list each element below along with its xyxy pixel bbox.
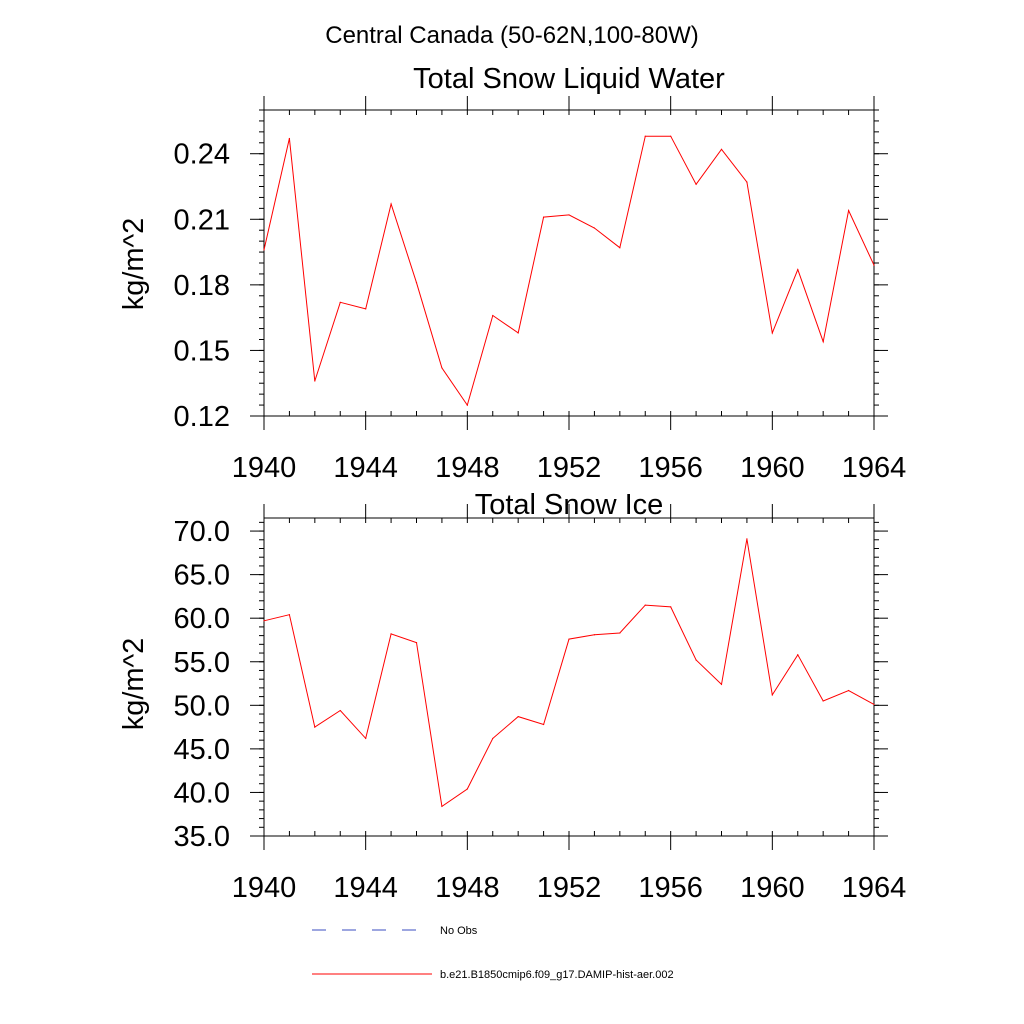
data-point: [746, 181, 748, 183]
data-point: [797, 654, 799, 656]
data-point: [873, 703, 875, 706]
data-point: [466, 404, 468, 406]
data-point: [314, 726, 316, 728]
y-tick-label: 0.24: [174, 139, 230, 171]
y-tick-label: 60.0: [174, 603, 230, 635]
data-point: [365, 737, 367, 740]
y-tick-label: 50.0: [174, 690, 230, 722]
data-point: [619, 632, 621, 634]
series-line: [263, 538, 875, 808]
data-point: [695, 183, 697, 185]
data-point: [670, 135, 672, 137]
data-point: [415, 282, 418, 284]
y-tick-label: 35.0: [174, 821, 230, 853]
x-tick-label: 1944: [333, 872, 398, 904]
y-axis-label: kg/m^2: [118, 218, 150, 311]
x-tick-label: 1948: [435, 452, 500, 484]
data-point: [619, 247, 621, 249]
data-point: [720, 683, 723, 686]
y-tick-label: 0.21: [174, 204, 230, 236]
data-point: [288, 137, 291, 140]
series-line: [263, 135, 875, 407]
y-tick-label: 0.18: [174, 270, 230, 302]
chart-title: Total Snow Liquid Water: [413, 63, 725, 95]
x-tick-label: 1964: [842, 872, 907, 904]
legend: No Obs b.e21.B1850cmip6.f09_g17.DAMIP-hi…: [312, 925, 674, 981]
data-point: [492, 737, 494, 740]
data-point: [263, 620, 265, 622]
y-tick-label: 0.15: [174, 335, 230, 367]
x-tick-label: 1960: [740, 452, 805, 484]
data-point: [517, 716, 519, 718]
data-point: [542, 216, 545, 218]
data-point: [873, 264, 875, 266]
data-point: [771, 694, 773, 696]
x-tick-label: 1940: [232, 872, 297, 904]
data-point: [390, 633, 392, 635]
y-tick-label: 70.0: [174, 516, 230, 548]
data-point: [847, 209, 850, 212]
y-tick-label: 0.12: [174, 401, 230, 433]
x-tick-label: 1956: [638, 452, 703, 484]
x-tick-label: 1952: [537, 872, 602, 904]
data-point: [339, 709, 341, 712]
legend-label-no-obs: No Obs: [440, 925, 478, 937]
data-point: [695, 659, 697, 661]
data-point: [797, 268, 799, 271]
data-point: [263, 249, 265, 251]
x-tick-label: 1944: [333, 452, 398, 484]
data-point: [746, 538, 748, 540]
data-point: [314, 380, 316, 382]
data-point: [339, 301, 341, 303]
data-point: [288, 614, 291, 616]
data-point: [644, 135, 646, 137]
data-point: [670, 606, 672, 608]
data-point: [568, 214, 570, 216]
data-point: [542, 723, 545, 726]
data-point: [415, 641, 418, 644]
figure-title: Central Canada (50-62N,100-80W): [325, 22, 699, 49]
data-point: [593, 634, 596, 636]
data-point: [720, 148, 723, 150]
data-point: [365, 308, 367, 310]
x-tick-label: 1940: [232, 452, 297, 484]
data-point: [466, 788, 468, 790]
x-tick-label: 1948: [435, 872, 500, 904]
chart-panel-snow-ice: Total Snow Ice kg/m^2 1940 1944 1948 1952 19…: [118, 489, 906, 904]
plot-frame: [263, 517, 875, 837]
plot-frame: [263, 109, 875, 417]
data-point: [390, 203, 392, 205]
data-point: [593, 227, 596, 229]
data-point: [517, 332, 519, 334]
x-tick-label: 1956: [638, 872, 703, 904]
data-point: [492, 314, 494, 317]
data-point: [822, 341, 824, 343]
data-point: [771, 332, 773, 334]
y-tick-label: 65.0: [174, 560, 230, 592]
y-tick-label: 55.0: [174, 647, 230, 679]
y-axis-label: kg/m^2: [118, 638, 150, 731]
y-tick-label: 40.0: [174, 777, 230, 809]
x-tick-label: 1952: [537, 452, 602, 484]
x-tick-label: 1964: [842, 452, 907, 484]
y-tick-label: 45.0: [174, 734, 230, 766]
chart-panel-snow-liquid-water: Total Snow Liquid Water kg/m^2 1940 1944 1…: [118, 63, 906, 484]
data-point: [847, 689, 850, 692]
data-point: [644, 604, 646, 606]
data-point: [568, 638, 570, 640]
data-point: [441, 805, 443, 807]
data-point: [822, 700, 824, 702]
data-point: [441, 367, 443, 369]
x-tick-label: 1960: [740, 872, 805, 904]
legend-label-model-run: b.e21.B1850cmip6.f09_g17.DAMIP-hist-aer.…: [440, 969, 674, 981]
